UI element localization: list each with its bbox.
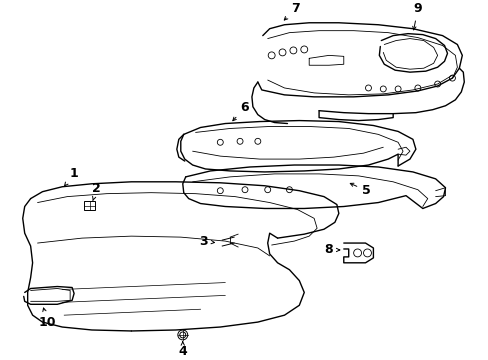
Text: 9: 9 — [412, 3, 421, 30]
Text: 3: 3 — [199, 235, 214, 248]
Text: 6: 6 — [232, 101, 249, 121]
Text: 4: 4 — [178, 342, 187, 358]
Text: 1: 1 — [64, 167, 78, 186]
Bar — [84, 201, 95, 211]
Text: 2: 2 — [92, 182, 101, 201]
Text: 7: 7 — [284, 3, 299, 20]
Text: 10: 10 — [39, 308, 56, 329]
Text: 8: 8 — [324, 243, 339, 256]
Text: 5: 5 — [349, 183, 370, 197]
